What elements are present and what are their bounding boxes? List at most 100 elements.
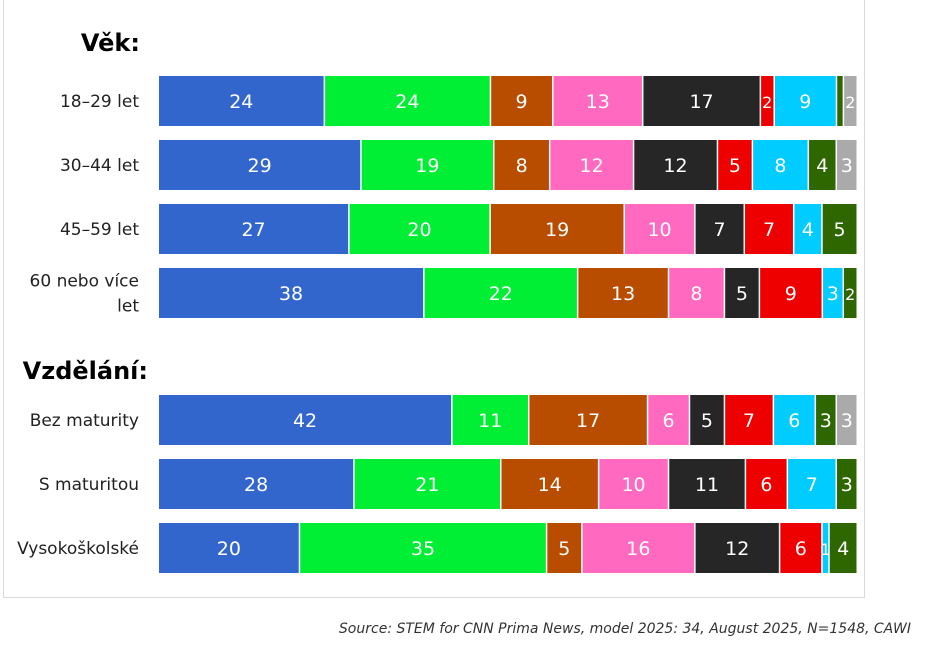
bar-segment [695,523,779,573]
data-label: 6 [760,474,772,496]
bar-segment [550,140,633,190]
row-label: 60 nebo více [30,272,139,292]
data-label: 6 [795,538,807,560]
bar-segment [718,140,752,190]
data-label: 4 [816,155,828,177]
data-label: 42 [293,410,317,432]
data-label: 24 [395,91,419,113]
bar-segment [490,204,624,254]
source-note: Source: STEM for CNN Prima News, model 2… [338,621,911,637]
data-label: 13 [611,283,635,305]
bar-segment [159,523,299,573]
bar-segment [159,268,424,318]
data-label: 3 [841,155,853,177]
bar-segment [669,459,745,509]
bar-segment [822,523,829,573]
data-label: 4 [802,219,814,241]
bar-segment [746,459,787,509]
bar-segment [325,76,490,126]
bar-segment [494,140,549,190]
bar-segment [844,76,857,126]
bar-segment [159,76,324,126]
bar-segment [634,140,717,190]
bar-segment [159,140,361,190]
row-label: Bez maturity [30,411,139,431]
data-label: 9 [785,283,797,305]
data-label: 7 [763,219,775,241]
group-title: Věk: [81,29,140,57]
bar-segment [823,268,843,318]
bar-segment [780,523,822,573]
bar-segment [774,76,836,126]
bar-segment [501,459,598,509]
bar-segment [648,395,689,445]
data-label: 2 [845,285,855,304]
data-label: 27 [241,219,265,241]
data-label: 6 [788,410,800,432]
data-label: 8 [690,283,702,305]
data-label: 22 [489,283,513,305]
data-label: 38 [279,283,303,305]
bar-segment [599,459,668,509]
bar-segment [669,268,724,318]
data-label: 12 [663,155,687,177]
bar-segment [837,395,857,445]
bar-segment [745,204,793,254]
row-label: 30–44 let [60,156,139,176]
data-label: 3 [820,410,832,432]
bar-segment [553,76,642,126]
bar-segment [725,268,759,318]
data-label: 11 [695,474,719,496]
data-label: 7 [714,219,726,241]
data-label: 16 [626,538,650,560]
bar-segment [643,76,760,126]
bar-segment [774,395,815,445]
data-label: 10 [647,219,671,241]
data-label: 12 [580,155,604,177]
data-label: 28 [244,474,268,496]
data-label: 8 [516,155,528,177]
data-label: 5 [558,538,570,560]
data-label: 9 [799,91,811,113]
bar-segment [760,268,822,318]
data-label: 2 [845,93,855,112]
data-label: 1 [820,540,830,559]
bar-segment [690,395,724,445]
row-label: 18–29 let [60,92,139,112]
bar-segment [725,395,773,445]
bar-segment [753,140,808,190]
data-label: 3 [841,474,853,496]
bar-segment [491,76,552,126]
stacked-bar-chart: Věk:18–29 let 24 24 9 13 17 2 9 230–44 let 29 19 8 1… [17,29,857,573]
bar-segment [529,395,647,445]
bar-segment [761,76,774,126]
bar-segment [695,204,744,254]
bar-segment [822,204,857,254]
data-label: 17 [689,91,713,113]
data-label: 5 [736,283,748,305]
bar-segment [582,523,695,573]
bar-segment [829,523,857,573]
data-label: 20 [407,219,431,241]
data-label: 4 [837,538,849,560]
row-label: 45–59 let [60,220,139,240]
bar-segment [361,140,494,190]
bar-segment [837,140,857,190]
bar-segment [547,523,582,573]
bar-segment [837,459,857,509]
data-label: 3 [841,410,853,432]
data-label: 12 [725,538,749,560]
bar-segment [452,395,528,445]
data-label: 5 [729,155,741,177]
data-label: 2 [762,93,772,112]
data-label: 7 [743,410,755,432]
bar-segment [349,204,490,254]
data-label: 8 [774,155,786,177]
data-label: 17 [576,410,600,432]
bar-segment [578,268,668,318]
bar-segment [788,459,836,509]
bar-segment [809,140,836,190]
data-label: 24 [229,91,253,113]
data-label: 35 [411,538,435,560]
bar-segment [816,395,836,445]
